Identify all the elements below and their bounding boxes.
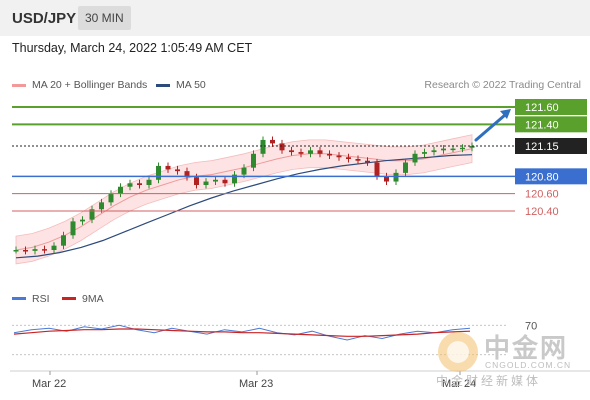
candle-body xyxy=(393,172,399,182)
candle-body xyxy=(137,183,142,185)
candle-body xyxy=(403,162,408,173)
forecast-arrow-head xyxy=(500,109,511,119)
candle-body xyxy=(203,181,209,185)
candle-body xyxy=(165,165,171,170)
candle-body xyxy=(412,153,418,163)
candle-body xyxy=(175,169,180,172)
legend-bollinger-swatch xyxy=(12,83,26,87)
candle-body xyxy=(51,245,57,250)
level-label-121-40: 121.40 xyxy=(525,119,559,131)
candle-body xyxy=(194,177,199,185)
candle-body xyxy=(327,153,332,156)
chart-datetime: Thursday, March 24, 2022 1:05:49 AM CET xyxy=(12,41,253,55)
research-credit: Research © 2022 Trading Central xyxy=(424,79,581,91)
watermark-url: CNGOLD.COM.CN xyxy=(485,360,572,370)
forecast-arrow-shaft xyxy=(474,113,507,142)
level-label-120-60: 120.60 xyxy=(525,189,559,201)
candle-body xyxy=(146,179,152,185)
candle-body xyxy=(80,219,85,222)
candle-body xyxy=(241,167,247,175)
candle-body xyxy=(184,171,190,178)
candle-body xyxy=(118,186,123,194)
candle-body xyxy=(460,147,465,150)
legend-ma50: MA 50 xyxy=(156,79,206,91)
legend-ma50-swatch xyxy=(156,83,170,87)
candle-body xyxy=(422,152,427,154)
legend-rsi-swatch xyxy=(12,297,26,300)
candle-body xyxy=(42,249,47,251)
candle-body xyxy=(108,193,114,203)
candle-body xyxy=(469,146,475,148)
candle-body xyxy=(384,176,389,182)
candle-body xyxy=(431,150,437,153)
candle-body xyxy=(70,221,76,236)
x-tick-label: Mar 22 xyxy=(32,378,66,390)
candle-body xyxy=(270,139,275,144)
timeframe-button[interactable]: 30 MIN xyxy=(78,6,131,30)
candle-body xyxy=(450,148,456,151)
bollinger-band-area xyxy=(15,134,473,265)
candle-body xyxy=(127,183,133,187)
legend-bollinger-label: MA 20 + Bollinger Bands xyxy=(32,79,148,91)
candle-body xyxy=(279,143,285,151)
candle-body xyxy=(232,174,237,184)
currency-pair-title: USD/JPY xyxy=(12,10,77,27)
candle-body xyxy=(346,157,351,159)
candle-body xyxy=(355,159,361,161)
rsi-level-label: 70 xyxy=(525,320,537,332)
level-tag-121-60 xyxy=(515,99,587,115)
legend-rsi-ma-swatch xyxy=(62,297,76,300)
level-tag-121-15 xyxy=(515,138,587,154)
watermark-subtitle: 中金财经新媒体 xyxy=(436,374,542,388)
candle-body xyxy=(374,162,380,177)
candle-body xyxy=(13,250,19,252)
x-tick-label: Mar 24 xyxy=(442,378,476,390)
candle-body xyxy=(308,150,313,154)
legend-rsi-label: RSI xyxy=(32,293,50,305)
watermark-logo-inner xyxy=(447,341,469,363)
level-label-120-40: 120.40 xyxy=(525,206,559,218)
ma50-line xyxy=(15,154,473,259)
candle-body xyxy=(213,179,218,182)
level-label-121-60: 121.60 xyxy=(525,102,559,114)
candle-body xyxy=(260,139,266,154)
rsi-ma-line xyxy=(13,328,471,337)
candle-body xyxy=(336,155,342,158)
level-label-120-80: 120.80 xyxy=(525,171,559,183)
legend-ma50-label: MA 50 xyxy=(176,79,206,91)
candle-body xyxy=(156,165,161,180)
candle-body xyxy=(317,150,323,154)
candle-body xyxy=(32,249,38,251)
candle-body xyxy=(298,152,304,154)
candle-body xyxy=(289,150,294,153)
candle-body xyxy=(441,148,446,151)
candle-body xyxy=(61,235,66,246)
level-tag-120-80 xyxy=(515,168,587,185)
level-label-121-15: 121.15 xyxy=(525,141,559,153)
candle-body xyxy=(222,179,228,184)
legend-bollinger: MA 20 + Bollinger Bands xyxy=(12,79,147,91)
legend-rsi-ma-label: 9MA xyxy=(82,293,104,305)
candle-body xyxy=(251,153,256,168)
candle-body xyxy=(365,160,370,163)
chart-header: USD/JPY 30 MIN xyxy=(0,0,590,36)
watermark-text: 中金网 xyxy=(484,334,569,364)
x-tick-label: Mar 23 xyxy=(239,378,273,390)
candle-body xyxy=(89,209,95,220)
candle-body xyxy=(23,250,28,252)
candle-body xyxy=(99,202,104,210)
level-tag-121-40 xyxy=(515,116,587,133)
